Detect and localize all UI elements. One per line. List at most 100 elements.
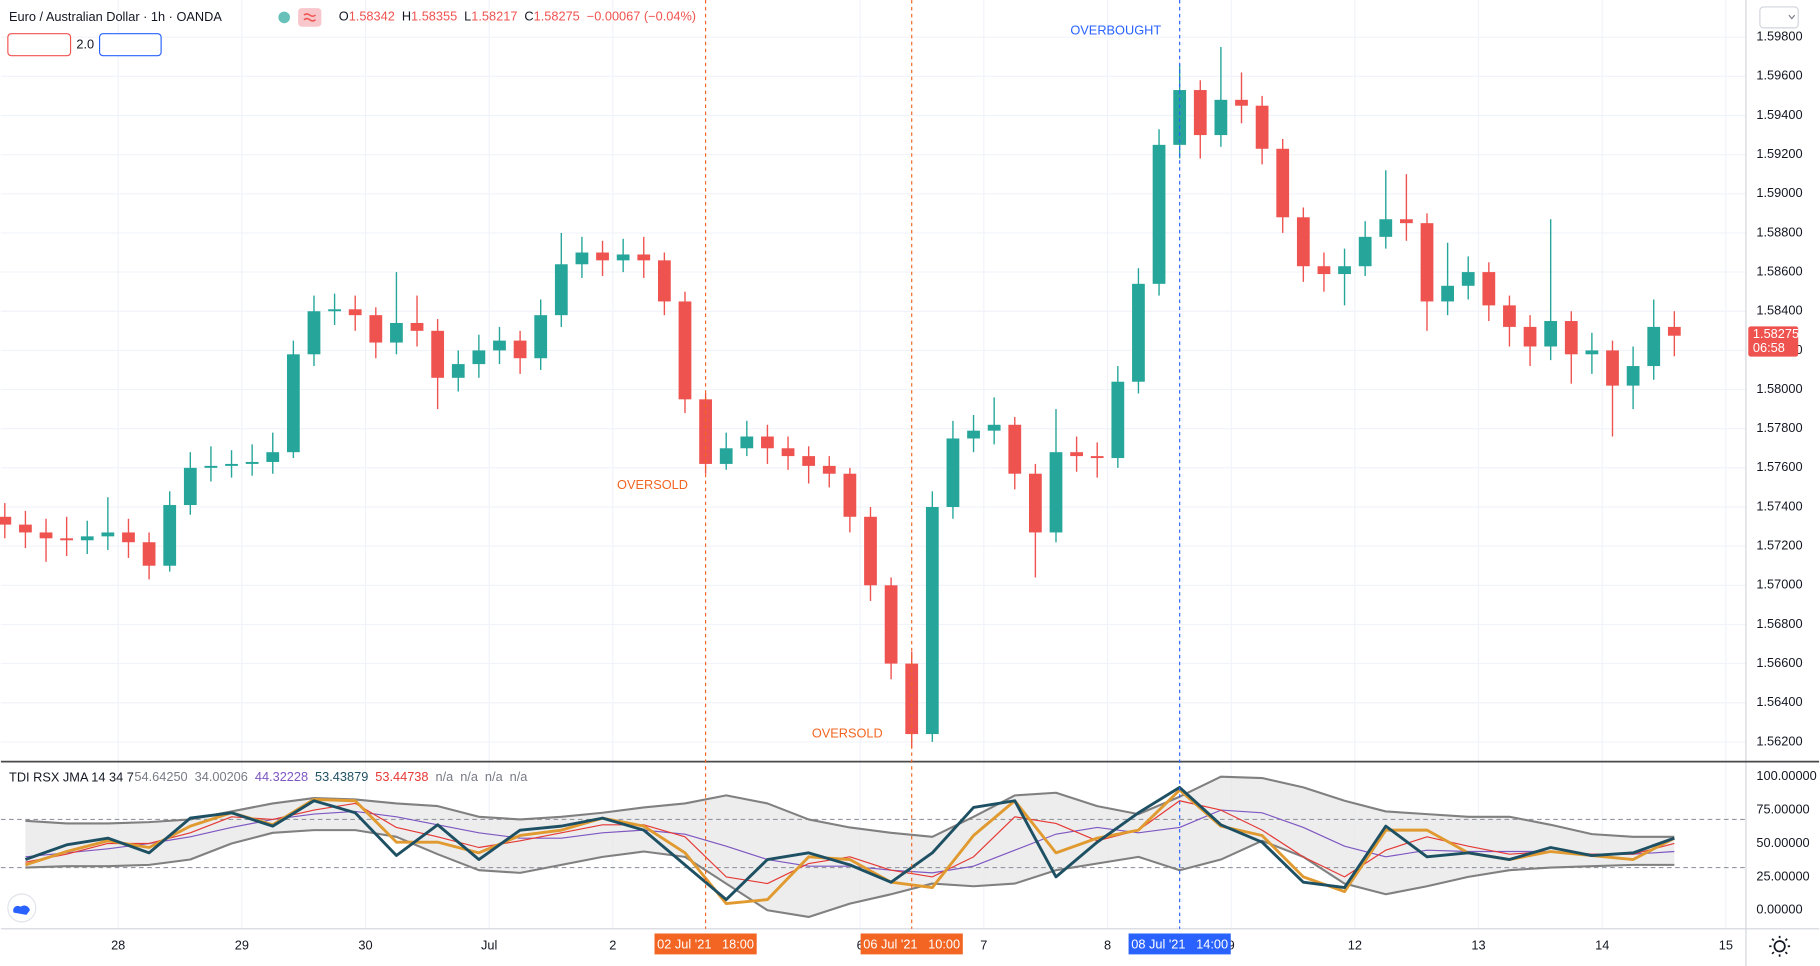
candle-body bbox=[245, 461, 259, 464]
spread: 2.0 bbox=[76, 37, 94, 52]
candle-body bbox=[1070, 452, 1083, 457]
indicator-line bbox=[25, 800, 1675, 885]
candle-body bbox=[1008, 424, 1022, 474]
candle-body bbox=[1028, 473, 1042, 533]
marker-label-box bbox=[860, 933, 963, 955]
marker-label-box bbox=[654, 933, 757, 955]
candle-body bbox=[1296, 217, 1310, 267]
y-tick-label: 1.56800 bbox=[1756, 616, 1802, 631]
candle-body bbox=[884, 585, 898, 664]
candle-body bbox=[0, 516, 12, 525]
y-tick-label: 1.56400 bbox=[1756, 694, 1802, 709]
candle-body bbox=[163, 505, 177, 566]
candle-body bbox=[1276, 148, 1290, 218]
candle-body bbox=[369, 315, 383, 343]
indicator-value: 53.43879 bbox=[315, 769, 368, 784]
x-tick-label: Jul bbox=[481, 938, 497, 953]
candle-body bbox=[1132, 283, 1145, 382]
candle-body bbox=[1606, 350, 1619, 386]
candle-body bbox=[1420, 223, 1434, 302]
candle-body bbox=[1503, 305, 1516, 327]
y-tick-label: 1.57400 bbox=[1756, 498, 1802, 513]
x-tick-label: 28 bbox=[111, 938, 125, 953]
candle-body bbox=[761, 436, 774, 449]
candle-body bbox=[1235, 99, 1248, 106]
candle-body bbox=[596, 252, 609, 261]
ohlc-label: C bbox=[524, 9, 533, 24]
candle-body bbox=[60, 538, 74, 541]
currency-button[interactable] bbox=[1759, 6, 1799, 29]
candle-body bbox=[1358, 236, 1372, 267]
candle-body bbox=[1544, 321, 1558, 347]
candle-body bbox=[183, 467, 197, 506]
candle-body bbox=[1090, 456, 1104, 459]
indicator-values: 54.64250 34.00206 44.32228 53.43879 53.44738… bbox=[134, 769, 528, 784]
candle-body bbox=[946, 438, 960, 507]
y2-tick-label: 50.00000 bbox=[1756, 835, 1809, 850]
candle-body bbox=[719, 448, 733, 464]
candle-body bbox=[1049, 452, 1063, 533]
candle-body bbox=[472, 350, 486, 365]
bid-box[interactable] bbox=[7, 33, 72, 57]
change-value: −0.00067 (−0.04%) bbox=[587, 9, 696, 24]
ask-box[interactable] bbox=[99, 33, 162, 57]
candle-body bbox=[513, 340, 527, 359]
candle-body bbox=[1338, 266, 1351, 275]
y-tick-label: 1.56600 bbox=[1756, 655, 1802, 670]
candle-body bbox=[1564, 321, 1578, 355]
overlay: Euro / Australian Dollar · 1h · OANDA O1.… bbox=[9, 0, 1817, 955]
indicator-value: n/a bbox=[460, 769, 479, 784]
indicator-line bbox=[24, 785, 1675, 902]
data-problem-badge[interactable] bbox=[298, 8, 322, 27]
y-tick-label: 1.58600 bbox=[1756, 263, 1802, 278]
marker-label: 06 Jul '21 10:00 bbox=[863, 936, 960, 951]
candle-body bbox=[987, 424, 1001, 431]
price-tag-countdown: 06:58 bbox=[1753, 340, 1785, 355]
candle-body bbox=[328, 309, 341, 312]
annotation: OVERBOUGHT bbox=[1070, 23, 1161, 38]
settings-gear[interactable] bbox=[1773, 940, 1786, 953]
ohlc-value: 1.58217 bbox=[471, 9, 517, 24]
price-tag-value: 1.58275 bbox=[1753, 326, 1799, 341]
indicator-value: n/a bbox=[435, 769, 454, 784]
indicator-value: n/a bbox=[510, 769, 529, 784]
candle-body bbox=[493, 340, 506, 351]
y-tick-label: 1.57000 bbox=[1756, 577, 1802, 592]
y2-tick-label: 75.00000 bbox=[1756, 801, 1809, 816]
badge-icon bbox=[303, 13, 317, 22]
candle-body bbox=[925, 506, 939, 735]
y-tick-label: 1.59600 bbox=[1756, 68, 1802, 83]
marker-label: 02 Jul '21 18:00 bbox=[657, 936, 754, 951]
annotation: OVERSOLD bbox=[617, 477, 688, 492]
candle-body bbox=[1626, 366, 1640, 386]
candle-body bbox=[1461, 272, 1475, 286]
candle-body bbox=[822, 465, 836, 474]
marker-label-box bbox=[1128, 933, 1231, 955]
candle-body bbox=[348, 309, 362, 316]
candle-body bbox=[616, 254, 630, 261]
y-tick-label: 1.59800 bbox=[1756, 29, 1802, 44]
ohlc-label: L bbox=[464, 9, 471, 24]
candle-body bbox=[1193, 90, 1207, 136]
candle-body bbox=[864, 516, 877, 586]
candle-body bbox=[225, 463, 238, 466]
candle-body bbox=[410, 322, 424, 331]
candle-body bbox=[1647, 326, 1661, 367]
x-tick-label: 8 bbox=[1104, 938, 1111, 953]
candle-body bbox=[1317, 266, 1331, 275]
candle-body bbox=[390, 322, 403, 343]
x-tick-label: 13 bbox=[1471, 938, 1485, 953]
y2-tick-label: 25.00000 bbox=[1756, 868, 1809, 883]
candle-body bbox=[843, 473, 857, 517]
candle-body bbox=[431, 330, 445, 378]
y-tick-label: 1.57600 bbox=[1756, 459, 1802, 474]
candle-body bbox=[1441, 285, 1454, 302]
ohlc-label: H bbox=[402, 9, 411, 24]
y-tick-label: 1.58400 bbox=[1756, 303, 1802, 318]
candle-body bbox=[286, 354, 300, 453]
candle-body bbox=[80, 536, 94, 541]
candle-body bbox=[19, 524, 32, 533]
x-tick-label: 15 bbox=[1719, 938, 1733, 953]
